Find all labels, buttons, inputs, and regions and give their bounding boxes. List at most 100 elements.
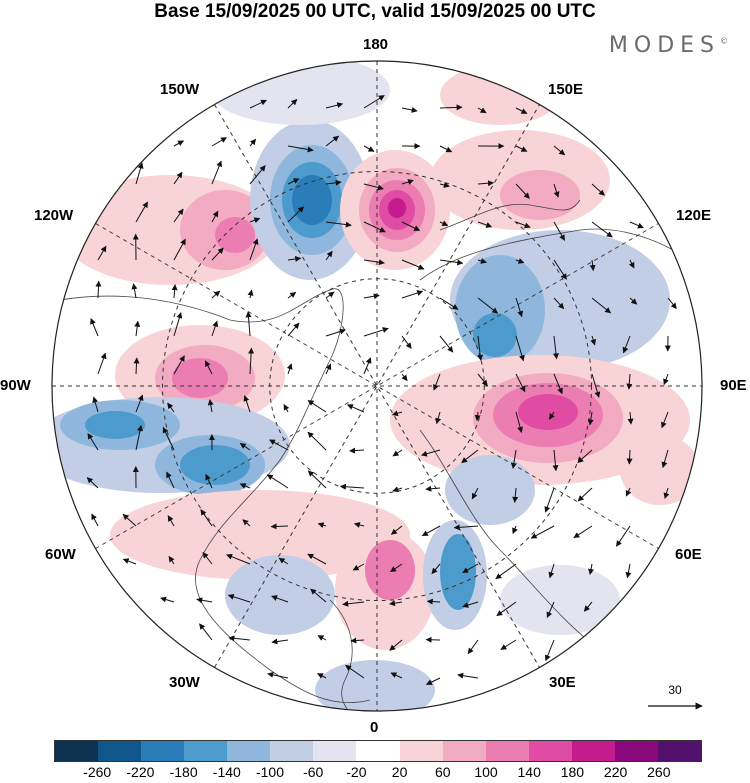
wind-vector [325, 291, 335, 299]
wind-vector [249, 238, 259, 261]
wind-vector [363, 221, 386, 233]
colorbar-tick-label: -220 [126, 764, 155, 780]
wind-vector [401, 373, 408, 382]
brand-mark: © [720, 36, 728, 46]
anomaly-area [210, 61, 390, 125]
wind-vector [583, 601, 593, 612]
wind-vector [269, 439, 289, 451]
vector-reference-label: 30 [668, 683, 682, 697]
wind-vector [512, 525, 518, 535]
wind-vector [353, 522, 365, 528]
colorbar-cell [55, 741, 99, 761]
wind-vector [589, 259, 596, 272]
wind-vector [307, 399, 327, 413]
wind-vector [135, 424, 143, 451]
wind-vector [242, 519, 251, 527]
wind-vector [661, 411, 669, 429]
wind-vector [625, 487, 632, 497]
wind-vector [477, 373, 488, 387]
colorbar-cell [98, 741, 142, 761]
wind-vector [271, 638, 289, 645]
wind-vector [548, 563, 555, 579]
wind-vector [363, 259, 385, 266]
wind-vector [615, 525, 631, 547]
lon-label-90e: 90E [720, 377, 747, 394]
map-border [51, 60, 703, 712]
wind-vector [425, 485, 441, 492]
wind-vector [266, 474, 289, 489]
wind-vector [471, 487, 479, 500]
colorbar-cell [571, 741, 615, 761]
wind-vector [363, 95, 385, 109]
wind-vector [425, 677, 441, 685]
wind-vector [243, 395, 251, 413]
wind-vector [546, 601, 555, 619]
anomaly-area [388, 198, 406, 218]
wind-vector [325, 250, 333, 261]
wind-vector [433, 373, 441, 391]
wind-vector [211, 290, 221, 299]
wind-vector [167, 515, 175, 527]
wind-vector [270, 523, 289, 530]
colorbar-cell [270, 741, 314, 761]
colorbar-tick-label: -100 [255, 764, 285, 780]
wind-vector [628, 259, 635, 269]
wind-vector [317, 522, 327, 529]
wind-vectors [86, 95, 677, 685]
wind-vector [131, 283, 138, 299]
lon-label-90w: 90W [0, 377, 31, 394]
wind-vector [97, 245, 107, 261]
wind-vector [287, 322, 300, 337]
wind-vector [401, 335, 412, 349]
wind-vector [97, 352, 107, 375]
wind-vector [92, 396, 99, 413]
wind-vector [211, 160, 222, 185]
wind-vector [317, 635, 327, 641]
lon-label-30w: 30W [169, 674, 200, 691]
wind-vector [283, 403, 290, 413]
wind-vector [249, 217, 261, 224]
wind-vector [207, 399, 214, 413]
wind-vector [226, 553, 251, 565]
wind-vector [167, 402, 175, 413]
wind-vector [307, 470, 327, 489]
wind-vector [287, 206, 305, 223]
colorbar-tick-label: 220 [603, 764, 628, 780]
colorbar-tick-label: -180 [169, 764, 198, 780]
wind-vector [342, 600, 365, 607]
wind-vector [544, 639, 555, 662]
wind-vector [515, 297, 524, 318]
wind-vector [325, 135, 340, 147]
anomaly-area [225, 555, 335, 635]
wind-vector [390, 525, 403, 535]
wind-vector [122, 513, 137, 527]
wind-vector [391, 410, 403, 417]
wind-vector [553, 221, 566, 241]
anomaly-area [445, 455, 535, 525]
wind-vector [477, 258, 487, 264]
wind-vector [310, 588, 327, 603]
wind-vector [663, 373, 669, 386]
anomaly-area [500, 170, 580, 220]
wind-vector [287, 178, 300, 185]
wind-vector [587, 411, 594, 426]
wind-vector [287, 98, 298, 109]
wind-vector [287, 255, 302, 262]
wind-vector [512, 487, 519, 503]
colorbar-tick-label: 260 [647, 764, 671, 780]
wind-vector [548, 411, 555, 420]
wind-vector [591, 221, 613, 238]
wind-vector [363, 327, 389, 337]
wind-vector [626, 373, 633, 390]
wind-vector [286, 363, 293, 375]
wind-vector [162, 426, 175, 451]
wind-vector [477, 107, 487, 114]
coastline [419, 429, 601, 651]
wind-vector [515, 107, 528, 114]
lon-label-0: 0 [370, 719, 379, 736]
wind-vector [247, 289, 254, 299]
wind-vector [515, 373, 526, 393]
wind-vector [325, 363, 332, 375]
wind-vector [135, 162, 144, 185]
